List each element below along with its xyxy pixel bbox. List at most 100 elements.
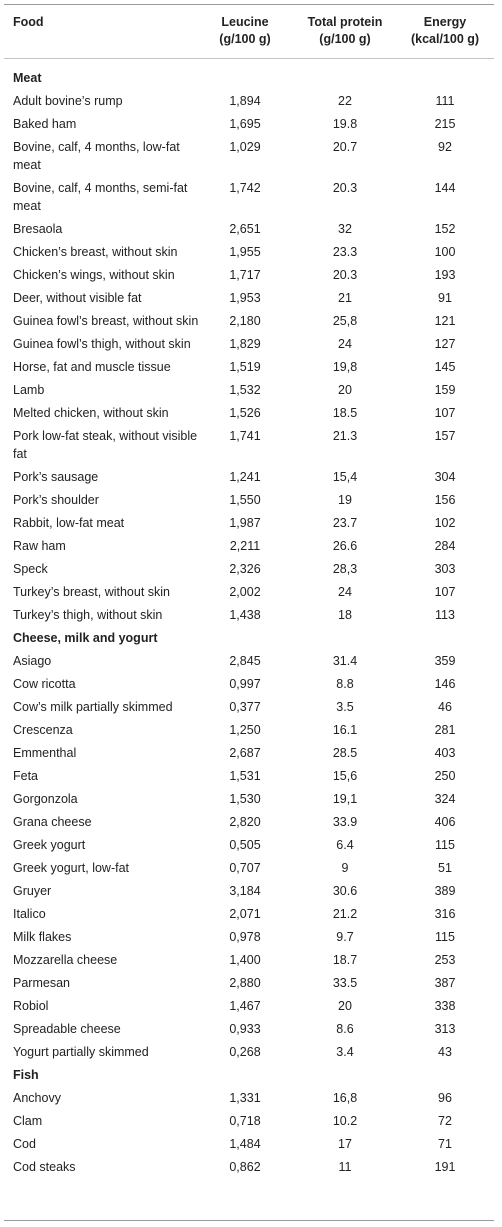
total-protein-cell: 20 xyxy=(338,382,352,397)
food-cell: Bresaola xyxy=(13,221,63,236)
leucine-cell: 2,180 xyxy=(229,313,261,328)
table-row: Pork’s shoulder 1,550 19 156 xyxy=(0,488,502,511)
total-protein-cell: 19,8 xyxy=(332,359,358,374)
total-protein-cell: 32 xyxy=(338,221,352,236)
table-row: Greek yogurt, low-fat 0,707 9 51 xyxy=(0,856,502,879)
leucine-cell: 2,002 xyxy=(229,584,261,599)
energy-cell: 121 xyxy=(434,313,456,328)
column-header-leucine: Leucine (g/100 g) xyxy=(200,14,290,48)
energy-cell: 107 xyxy=(434,584,456,599)
total-protein-cell: 6.4 xyxy=(336,837,354,852)
food-cell: Spreadable cheese xyxy=(13,1021,121,1036)
food-cell: Gruyer xyxy=(13,883,52,898)
leucine-cell: 0,707 xyxy=(229,860,261,875)
leucine-cell: 1,519 xyxy=(229,359,261,374)
total-protein-cell: 19.8 xyxy=(332,116,358,131)
leucine-cell: 2,687 xyxy=(229,745,261,760)
table-row: Spreadable cheese 0,933 8.6 313 xyxy=(0,1017,502,1040)
food-cell: Cod steaks xyxy=(13,1159,76,1174)
table-row: Adult bovine’s rump 1,894 22 111 xyxy=(0,89,502,112)
energy-cell: 144 xyxy=(434,180,456,195)
energy-cell: 72 xyxy=(438,1113,452,1128)
table-row: Feta 1,531 15,6 250 xyxy=(0,764,502,787)
energy-cell: 406 xyxy=(434,814,456,829)
table-header: Food Leucine (g/100 g) Total protein (g/… xyxy=(0,14,502,54)
column-header-leucine-name: Leucine xyxy=(221,15,269,29)
total-protein-cell: 20.7 xyxy=(332,139,358,154)
table-row: Turkey’s thigh, without skin 1,438 18 113 xyxy=(0,603,502,626)
column-header-total-protein-unit: (g/100 g) xyxy=(319,32,371,46)
total-protein-cell: 9.7 xyxy=(336,929,354,944)
table-row: Mozzarella cheese 1,400 18.7 253 xyxy=(0,948,502,971)
total-protein-cell: 33.9 xyxy=(332,814,358,829)
total-protein-cell: 16,8 xyxy=(332,1090,358,1105)
leucine-cell: 0,978 xyxy=(229,929,261,944)
food-cell: Milk flakes xyxy=(13,929,72,944)
energy-cell: 127 xyxy=(434,336,456,351)
total-protein-cell: 11 xyxy=(338,1159,352,1174)
energy-cell: 253 xyxy=(434,952,456,967)
energy-cell: 303 xyxy=(434,561,456,576)
table-row: Anchovy 1,331 16,8 96 xyxy=(0,1086,502,1109)
table-bottom-rule xyxy=(4,1220,494,1221)
food-cell: Crescenza xyxy=(13,722,73,737)
food-cell: Feta xyxy=(13,768,39,783)
leucine-cell: 0,505 xyxy=(229,837,261,852)
energy-cell: 152 xyxy=(434,221,456,236)
food-cell: Yogurt partially skimmed xyxy=(13,1044,149,1059)
energy-cell: 102 xyxy=(434,515,456,530)
total-protein-cell: 15,4 xyxy=(332,469,358,484)
leucine-cell: 0,862 xyxy=(229,1159,261,1174)
food-cell: Emmenthal xyxy=(13,745,77,760)
column-header-energy: Energy (kcal/100 g) xyxy=(400,14,490,48)
energy-cell: 281 xyxy=(434,722,456,737)
food-cell: Melted chicken, without skin xyxy=(13,405,169,420)
energy-cell: 284 xyxy=(434,538,456,553)
total-protein-cell: 22 xyxy=(338,93,352,108)
table-row: Yogurt partially skimmed 0,268 3.4 43 xyxy=(0,1040,502,1063)
table-row: Guinea fowl’s breast, without skin 2,180 2… xyxy=(0,309,502,332)
section-title: Meat xyxy=(13,70,42,85)
total-protein-cell: 19,1 xyxy=(332,791,358,806)
energy-cell: 403 xyxy=(434,745,456,760)
total-protein-cell: 24 xyxy=(338,336,352,351)
energy-cell: 51 xyxy=(438,860,452,875)
leucine-cell: 1,894 xyxy=(229,93,261,108)
food-cell: Anchovy xyxy=(13,1090,61,1105)
table-row: Bresaola 2,651 32 152 xyxy=(0,217,502,240)
table-row: Crescenza 1,250 16.1 281 xyxy=(0,718,502,741)
leucine-cell: 1,438 xyxy=(229,607,261,622)
food-cell: Turkey’s thigh, without skin xyxy=(13,607,163,622)
food-cell: Chicken’s wings, without skin xyxy=(13,267,175,282)
leucine-cell: 2,326 xyxy=(229,561,261,576)
energy-cell: 389 xyxy=(434,883,456,898)
table-row: Grana cheese 2,820 33.9 406 xyxy=(0,810,502,833)
table-row: Baked ham 1,695 19.8 215 xyxy=(0,112,502,135)
food-cell: Cow ricotta xyxy=(13,676,76,691)
total-protein-cell: 10.2 xyxy=(332,1113,358,1128)
table-row: Rabbit, low-fat meat 1,987 23.7 102 xyxy=(0,511,502,534)
food-cell: Adult bovine’s rump xyxy=(13,93,123,108)
section-heading: Fish xyxy=(0,1063,502,1086)
food-cell: Robiol xyxy=(13,998,49,1013)
table-row: Bovine, calf, 4 months, low-fat meat 1,02… xyxy=(0,135,502,176)
leucine-cell: 1,953 xyxy=(229,290,261,305)
food-cell: Chicken’s breast, without skin xyxy=(13,244,178,259)
total-protein-cell: 30.6 xyxy=(332,883,358,898)
leucine-cell: 0,377 xyxy=(229,699,261,714)
energy-cell: 115 xyxy=(435,929,455,944)
table-row: Pork low-fat steak, without visible fat 1… xyxy=(0,424,502,465)
energy-cell: 157 xyxy=(434,428,456,443)
total-protein-cell: 18.5 xyxy=(332,405,358,420)
food-cell: Raw ham xyxy=(13,538,66,553)
energy-cell: 324 xyxy=(434,791,456,806)
food-cell: Pork low-fat steak, without visible fat xyxy=(13,428,198,461)
energy-cell: 338 xyxy=(434,998,456,1013)
table-row: Gorgonzola 1,530 19,1 324 xyxy=(0,787,502,810)
total-protein-cell: 20.3 xyxy=(332,180,358,195)
header-divider-rule xyxy=(4,58,494,59)
energy-cell: 145 xyxy=(434,359,456,374)
total-protein-cell: 31.4 xyxy=(332,653,358,668)
energy-cell: 387 xyxy=(434,975,456,990)
energy-cell: 43 xyxy=(438,1044,452,1059)
